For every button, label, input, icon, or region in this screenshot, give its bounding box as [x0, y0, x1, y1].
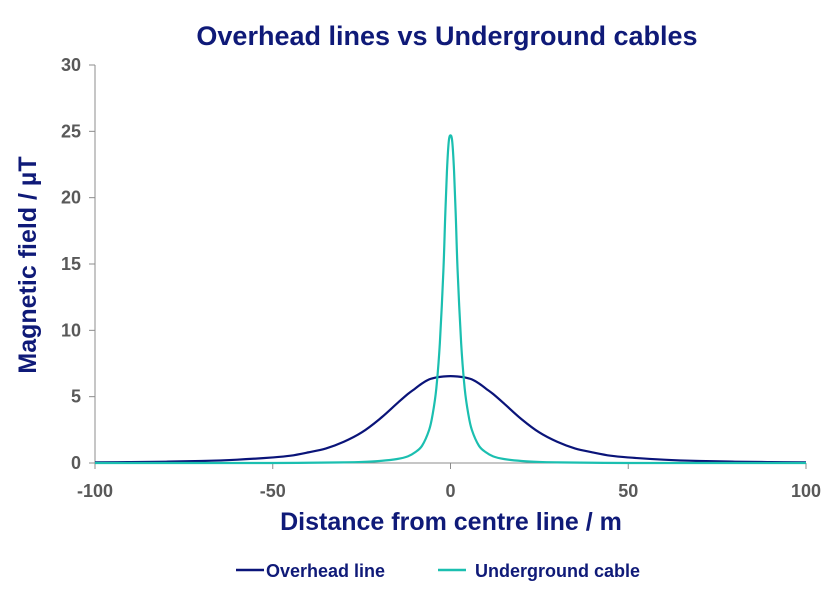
legend-item: Overhead line	[236, 561, 385, 581]
x-tick-label: -50	[260, 481, 286, 501]
y-tick-label: 10	[61, 320, 81, 340]
y-tick-label: 20	[61, 188, 81, 208]
series-line-underground-cable	[95, 134, 806, 465]
y-axis-title: Magnetic field / µT	[14, 156, 42, 373]
y-tick-label: 5	[71, 387, 81, 407]
chart-title: Overhead lines vs Underground cables	[196, 21, 697, 51]
x-axis-title: Distance from centre line / m	[280, 508, 622, 536]
y-tick-label: 30	[61, 55, 81, 75]
legend-item: Underground cable	[438, 561, 640, 581]
y-tick-label: 0	[71, 453, 81, 473]
series-layer	[94, 134, 807, 465]
y-tick-label: 15	[61, 254, 81, 274]
x-tick-label: 100	[791, 481, 821, 501]
legend-label: Overhead line	[266, 561, 385, 581]
series-line-overhead-line	[94, 375, 807, 464]
axes: 0 5 10 15 20 25 30 -100 -50 0 50 100	[61, 55, 821, 501]
x-tick-label: 50	[618, 481, 638, 501]
y-tick-label: 25	[61, 121, 81, 141]
x-tick-label: -100	[77, 481, 113, 501]
x-tick-label: 0	[445, 481, 455, 501]
legend-label: Underground cable	[475, 561, 640, 581]
legend: Overhead line Underground cable	[236, 561, 640, 581]
